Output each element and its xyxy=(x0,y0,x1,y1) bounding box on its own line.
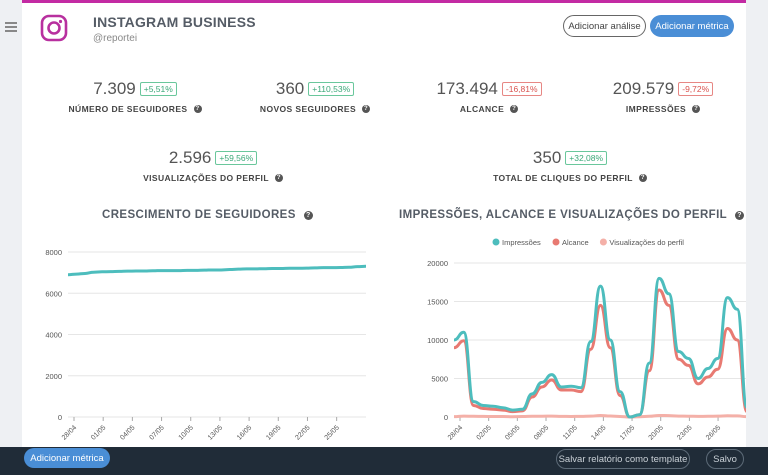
help-icon[interactable]: ? xyxy=(510,105,519,113)
metric-label: NÚMERO DE SEGUIDORES xyxy=(68,104,188,114)
saved-button[interactable]: Salvo xyxy=(706,449,744,469)
metric-profile-clicks: 350 +32,08% TOTAL DE CLIQUES DO PERFIL? xyxy=(470,148,670,183)
metric-change-badge: +32,08% xyxy=(565,150,608,166)
x-tick-label: 25/05 xyxy=(324,424,341,441)
x-tick-label: 19/05 xyxy=(265,424,282,441)
x-tick-label: 17/05 xyxy=(619,424,636,441)
metric-new-followers: 360 +110,53% NOVOS SEGUIDORES? xyxy=(225,79,405,114)
page-title: INSTAGRAM BUSINESS xyxy=(93,14,256,30)
x-tick-label: 28/04 xyxy=(61,424,78,441)
metric-label: VISUALIZAÇÕES DO PERFIL xyxy=(143,173,269,183)
help-icon[interactable]: ? xyxy=(303,210,313,220)
metric-label: IMPRESSÕES xyxy=(625,104,687,114)
chart-title-text: IMPRESSÕES, ALCANCE E VISUALIZAÇÕES DO P… xyxy=(399,209,728,221)
x-tick-label: 16/05 xyxy=(236,424,253,441)
metric-value: 209.579 xyxy=(612,79,675,98)
save-template-button[interactable]: Salvar relatório como template xyxy=(556,449,690,469)
x-tick-label: 26/05 xyxy=(705,424,722,441)
side-menu-icon[interactable] xyxy=(5,22,17,34)
metric-value: 360 xyxy=(275,79,305,98)
x-tick-label: 08/05 xyxy=(533,424,550,441)
metric-change-badge: -16,81% xyxy=(501,81,542,97)
series-line xyxy=(453,413,746,419)
chart-title-text: CRESCIMENTO DE SEGUIDORES xyxy=(102,209,296,221)
metric-label: ALCANCE xyxy=(459,104,505,114)
metric-value: 7.309 xyxy=(93,79,136,98)
x-tick-label: 05/05 xyxy=(504,424,521,441)
add-metric-button[interactable]: Adicionar métrica xyxy=(650,15,734,37)
legend-label[interactable]: Impressões xyxy=(502,238,541,247)
x-tick-label: 07/05 xyxy=(148,424,165,441)
metric-change-badge: +110,53% xyxy=(308,81,355,97)
footer-bar: Adicionar métrica Salvar relatório como … xyxy=(0,447,768,475)
y-tick-label: 6000 xyxy=(45,289,62,298)
legend-marker[interactable] xyxy=(599,238,607,246)
impressions-chart-title: IMPRESSÕES, ALCANCE E VISUALIZAÇÕES DO P… xyxy=(399,209,745,221)
metric-profile-views: 2.596 +59,56% VISUALIZAÇÕES DO PERFIL? xyxy=(113,148,313,183)
y-tick-label: 10000 xyxy=(427,336,448,345)
help-icon[interactable]: ? xyxy=(692,105,701,113)
account-handle: @reportei xyxy=(93,33,138,44)
y-tick-label: 0 xyxy=(58,413,62,422)
y-tick-label: 4000 xyxy=(45,331,62,340)
help-icon[interactable]: ? xyxy=(274,174,283,182)
metric-value: 2.596 xyxy=(168,148,212,167)
footer-add-metric-button[interactable]: Adicionar métrica xyxy=(24,448,110,468)
metric-value: 173.494 xyxy=(436,79,498,98)
metric-reach: 173.494 -16,81% ALCANCE? xyxy=(399,79,579,114)
series-line xyxy=(67,264,367,277)
help-icon[interactable]: ? xyxy=(193,105,202,113)
instagram-analysis-card: INSTAGRAM BUSINESS @reportei Adicionar a… xyxy=(22,0,746,448)
metric-label: TOTAL DE CLIQUES DO PERFIL xyxy=(493,173,633,183)
metric-change-badge: +59,56% xyxy=(215,150,258,166)
series-line xyxy=(453,276,746,419)
x-tick-label: 01/05 xyxy=(90,424,107,441)
x-tick-label: 02/05 xyxy=(476,424,493,441)
y-tick-label: 0 xyxy=(444,413,448,422)
metric-impressions: 209.579 -9,72% IMPRESSÕES? xyxy=(573,79,746,114)
followers-growth-chart: 0 2000 4000 6000 8000 28/04 01/05 04/05 07/05 10/… xyxy=(45,248,367,442)
y-tick-label: 20000 xyxy=(427,259,448,268)
x-tick-label: 20/05 xyxy=(648,424,665,441)
legend-marker[interactable] xyxy=(492,238,500,246)
x-tick-label: 13/05 xyxy=(207,424,224,441)
series-line xyxy=(453,288,746,419)
instagram-icon xyxy=(40,14,68,42)
y-tick-label: 2000 xyxy=(45,372,62,381)
card-accent-bar xyxy=(22,0,746,3)
metric-value: 350 xyxy=(532,148,562,167)
help-icon[interactable]: ? xyxy=(638,174,647,182)
legend-label[interactable]: Visualizações do perfil xyxy=(609,238,684,247)
impressions-reach-chart: Impressões Alcance Visualizações do perfil… xyxy=(427,238,746,442)
legend-label[interactable]: Alcance xyxy=(562,238,589,247)
followers-chart-title: CRESCIMENTO DE SEGUIDORES? xyxy=(102,209,313,221)
x-tick-label: 14/05 xyxy=(590,424,607,441)
x-tick-label: 22/05 xyxy=(294,424,311,441)
metric-change-badge: -9,72% xyxy=(678,81,714,97)
metric-label: NOVOS SEGUIDORES xyxy=(259,104,357,114)
metric-change-badge: +5,51% xyxy=(139,81,177,97)
y-tick-label: 5000 xyxy=(431,375,448,384)
legend-marker[interactable] xyxy=(552,238,560,246)
x-tick-label: 11/05 xyxy=(562,424,579,441)
x-tick-label: 28/04 xyxy=(447,424,464,441)
help-icon[interactable]: ? xyxy=(362,105,371,113)
y-tick-label: 15000 xyxy=(427,298,448,307)
x-tick-label: 04/05 xyxy=(119,424,136,441)
x-tick-label: 23/05 xyxy=(676,424,693,441)
add-analysis-button[interactable]: Adicionar análise xyxy=(563,15,646,37)
y-tick-label: 8000 xyxy=(45,248,62,257)
metric-followers: 7.309 +5,51% NÚMERO DE SEGUIDORES? xyxy=(45,79,225,114)
help-icon[interactable]: ? xyxy=(735,210,745,220)
x-tick-label: 10/05 xyxy=(178,424,195,441)
